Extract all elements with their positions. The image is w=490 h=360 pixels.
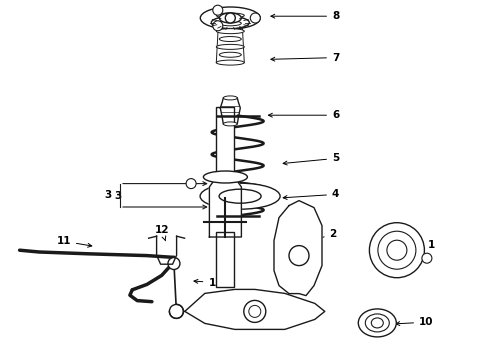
Circle shape [170, 305, 183, 318]
Text: 2: 2 [303, 229, 337, 244]
Text: 9: 9 [277, 297, 295, 307]
Ellipse shape [244, 300, 266, 323]
Circle shape [213, 21, 223, 31]
Text: 6: 6 [269, 110, 339, 120]
Ellipse shape [203, 171, 247, 183]
Ellipse shape [371, 318, 383, 328]
Text: 5: 5 [283, 153, 339, 165]
Ellipse shape [216, 44, 245, 49]
Text: 1: 1 [406, 240, 435, 250]
Text: 10: 10 [396, 317, 434, 327]
Ellipse shape [220, 21, 241, 26]
Ellipse shape [289, 246, 309, 266]
Circle shape [250, 13, 260, 23]
Circle shape [186, 179, 196, 189]
Text: 8: 8 [271, 11, 339, 21]
Text: 11: 11 [56, 236, 92, 247]
Circle shape [422, 253, 432, 263]
Bar [217, 232, 234, 287]
Polygon shape [209, 177, 242, 237]
Ellipse shape [220, 52, 241, 57]
Ellipse shape [366, 314, 389, 332]
Ellipse shape [223, 122, 237, 126]
Text: 12: 12 [154, 225, 169, 241]
Ellipse shape [200, 7, 260, 29]
Ellipse shape [216, 29, 245, 34]
Ellipse shape [378, 231, 416, 269]
Text: 13: 13 [194, 278, 223, 288]
Text: 3: 3 [114, 191, 121, 201]
Text: 7: 7 [271, 53, 340, 63]
Circle shape [225, 13, 235, 23]
Text: 4: 4 [283, 189, 340, 199]
Ellipse shape [358, 309, 396, 337]
Ellipse shape [369, 223, 424, 278]
Ellipse shape [219, 189, 261, 203]
Ellipse shape [220, 36, 241, 41]
Ellipse shape [200, 183, 280, 209]
Ellipse shape [216, 13, 245, 18]
Ellipse shape [216, 60, 245, 65]
Polygon shape [185, 289, 325, 329]
Polygon shape [274, 201, 322, 296]
Ellipse shape [220, 13, 241, 23]
Ellipse shape [387, 240, 407, 260]
Polygon shape [220, 98, 240, 124]
Text: 3: 3 [104, 190, 112, 200]
Circle shape [168, 257, 180, 270]
Ellipse shape [249, 305, 261, 318]
Ellipse shape [223, 96, 237, 100]
Circle shape [213, 5, 223, 15]
Ellipse shape [211, 17, 249, 28]
Bar [217, 107, 234, 237]
